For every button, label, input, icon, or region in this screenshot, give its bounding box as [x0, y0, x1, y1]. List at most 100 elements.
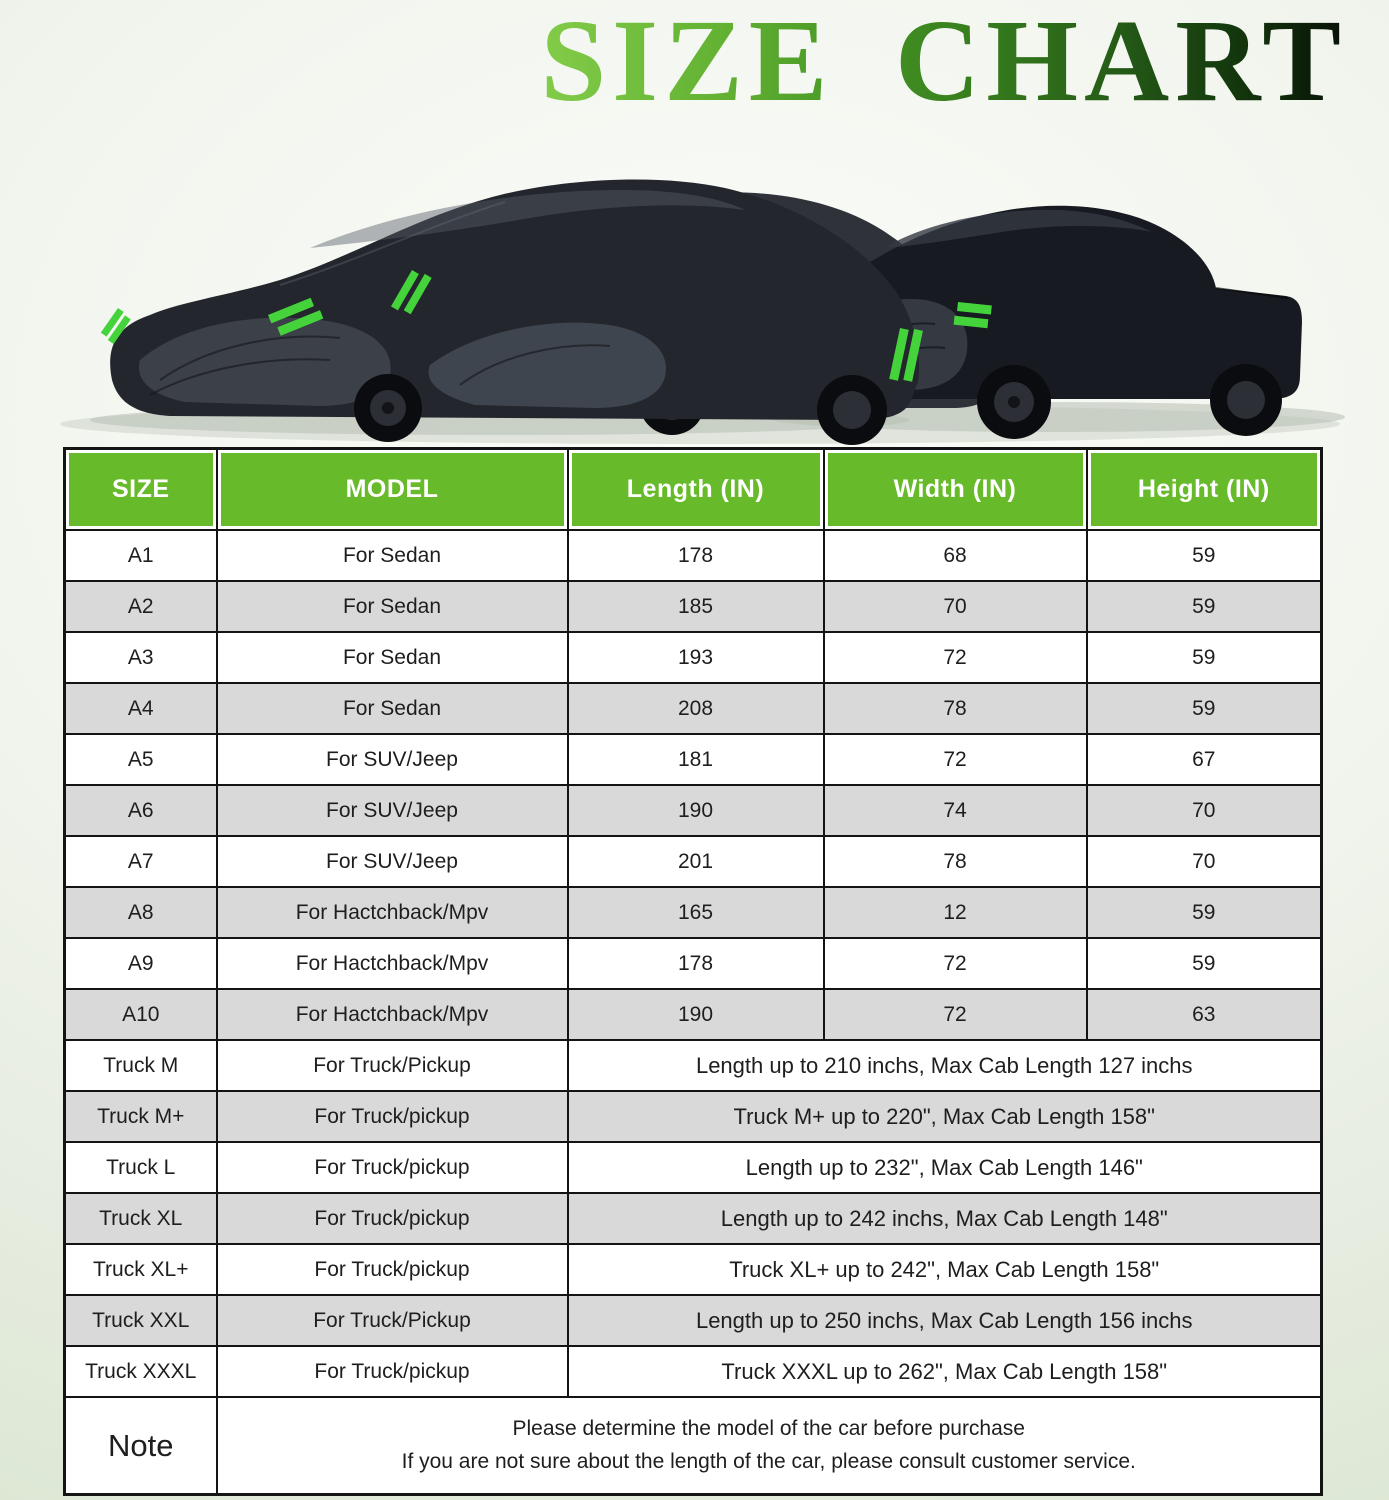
sedan-pillar-accent: [391, 270, 432, 315]
cell-height: 59: [1085, 886, 1323, 939]
cell-height: 70: [1085, 835, 1323, 888]
cell-length: 178: [566, 937, 825, 990]
size-table-body: A1 For Sedan 178 68 59 A2 For Sedan 185 70 59 A3 Fo…: [63, 529, 1323, 1398]
table-row: Truck XXL For Truck/Pickup Length up to 25…: [63, 1294, 1323, 1347]
cell-size: A4: [63, 682, 218, 735]
cell-width: 68: [822, 529, 1088, 582]
cell-span: Truck M+ up to 220", Max Cab Length 158": [566, 1090, 1323, 1143]
table-row: A7 For SUV/Jeep 201 78 70: [63, 835, 1323, 888]
table-row: A9 For Hactchback/Mpv 178 72 59: [63, 937, 1323, 990]
table-row: Truck XXXL For Truck/pickup Truck XXXL up …: [63, 1345, 1323, 1398]
note-label: Note: [63, 1396, 218, 1496]
cell-model: For Truck/pickup: [215, 1345, 569, 1398]
cell-length: 185: [566, 580, 825, 633]
column-header-model-cell: MODEL: [215, 447, 569, 531]
cell-size: Truck M+: [63, 1090, 218, 1143]
note-row: Note Please determine the model of the c…: [63, 1396, 1323, 1496]
column-header-length: Length (IN): [571, 453, 820, 526]
cell-size: A6: [63, 784, 218, 837]
note-text: Please determine the model of the car be…: [215, 1396, 1323, 1496]
cell-length: 181: [566, 733, 825, 786]
cell-size: A1: [63, 529, 218, 582]
cell-model: For Truck/Pickup: [215, 1039, 569, 1092]
sedan-hood-accent: [268, 297, 324, 336]
header-row: SIZE MODEL Length (IN) Width (IN) Height…: [63, 447, 1323, 531]
column-header-size-cell: SIZE: [63, 447, 218, 531]
cell-length: 178: [566, 529, 825, 582]
cell-width: 12: [822, 886, 1088, 939]
table-row: Truck L For Truck/pickup Length up to 232"…: [63, 1141, 1323, 1194]
cell-length: 190: [566, 784, 825, 837]
column-header-length-cell: Length (IN): [566, 447, 825, 531]
table-row: A8 For Hactchback/Mpv 165 12 59: [63, 886, 1323, 939]
page-title: SIZE CHART: [540, 0, 1347, 126]
cell-model: For Truck/pickup: [215, 1141, 569, 1194]
cell-size: A10: [63, 988, 218, 1041]
note-line-1: Please determine the model of the car be…: [512, 1416, 1025, 1440]
cell-width: 72: [822, 733, 1088, 786]
cell-height: 63: [1085, 988, 1323, 1041]
cell-span: Length up to 210 inchs, Max Cab Length 1…: [566, 1039, 1323, 1092]
column-header-width-cell: Width (IN): [822, 447, 1088, 531]
cell-width: 72: [822, 937, 1088, 990]
cell-span: Truck XL+ up to 242", Max Cab Length 158…: [566, 1243, 1323, 1296]
table-row: A6 For SUV/Jeep 190 74 70: [63, 784, 1323, 837]
table-row: A1 For Sedan 178 68 59: [63, 529, 1323, 582]
car-covers-illustration: [0, 130, 1389, 445]
cell-size: Truck XL: [63, 1192, 218, 1245]
cell-height: 70: [1085, 784, 1323, 837]
cell-model: For Truck/Pickup: [215, 1294, 569, 1347]
cell-length: 165: [566, 886, 825, 939]
table-row: Truck M+ For Truck/pickup Truck M+ up to 2…: [63, 1090, 1323, 1143]
cell-model: For Hactchback/Mpv: [215, 886, 569, 939]
cell-model: For Sedan: [215, 580, 569, 633]
cell-width: 78: [822, 682, 1088, 735]
cell-model: For SUV/Jeep: [215, 784, 569, 837]
cell-model: For Truck/pickup: [215, 1243, 569, 1296]
cell-model: For SUV/Jeep: [215, 733, 569, 786]
cell-height: 59: [1085, 631, 1323, 684]
cell-model: For Sedan: [215, 631, 569, 684]
note-line-2: If you are not sure about the length of …: [401, 1449, 1136, 1473]
cell-size: Truck XL+: [63, 1243, 218, 1296]
cell-length: 190: [566, 988, 825, 1041]
cell-size: A8: [63, 886, 218, 939]
cell-height: 67: [1085, 733, 1323, 786]
cell-width: 72: [822, 988, 1088, 1041]
cell-size: Truck L: [63, 1141, 218, 1194]
column-header-size: SIZE: [69, 453, 213, 526]
cell-size: A3: [63, 631, 218, 684]
table-row: A5 For SUV/Jeep 181 72 67: [63, 733, 1323, 786]
covered-cars-image: [60, 179, 1345, 445]
table-row: Truck XL For Truck/pickup Length up to 242…: [63, 1192, 1323, 1245]
cell-span: Length up to 232", Max Cab Length 146": [566, 1141, 1323, 1194]
cell-width: 72: [822, 631, 1088, 684]
cell-model: For Truck/pickup: [215, 1090, 569, 1143]
cell-span: Length up to 242 inchs, Max Cab Length 1…: [566, 1192, 1323, 1245]
cell-length: 201: [566, 835, 825, 888]
cell-length: 193: [566, 631, 825, 684]
cell-height: 59: [1085, 580, 1323, 633]
cell-length: 208: [566, 682, 825, 735]
cell-height: 59: [1085, 682, 1323, 735]
truck-cab-accent: [953, 302, 992, 329]
cell-size: A9: [63, 937, 218, 990]
cell-span: Length up to 250 inchs, Max Cab Length 1…: [566, 1294, 1323, 1347]
column-header-model: MODEL: [220, 453, 564, 526]
size-chart-table: SIZE MODEL Length (IN) Width (IN) Height…: [63, 447, 1323, 1496]
column-header-height-cell: Height (IN): [1085, 447, 1323, 531]
cell-size: A2: [63, 580, 218, 633]
sedan-cover-illustration: [100, 179, 923, 445]
cell-span: Truck XXXL up to 262", Max Cab Length 15…: [566, 1345, 1323, 1398]
table-row: A10 For Hactchback/Mpv 190 72 63: [63, 988, 1323, 1041]
table-row: A3 For Sedan 193 72 59: [63, 631, 1323, 684]
cell-height: 59: [1085, 529, 1323, 582]
cell-width: 70: [822, 580, 1088, 633]
cell-model: For Sedan: [215, 529, 569, 582]
column-header-height: Height (IN): [1090, 453, 1317, 526]
cell-size: A7: [63, 835, 218, 888]
cell-model: For Hactchback/Mpv: [215, 988, 569, 1041]
sedan-rear-accent: [889, 328, 923, 382]
cell-height: 59: [1085, 937, 1323, 990]
